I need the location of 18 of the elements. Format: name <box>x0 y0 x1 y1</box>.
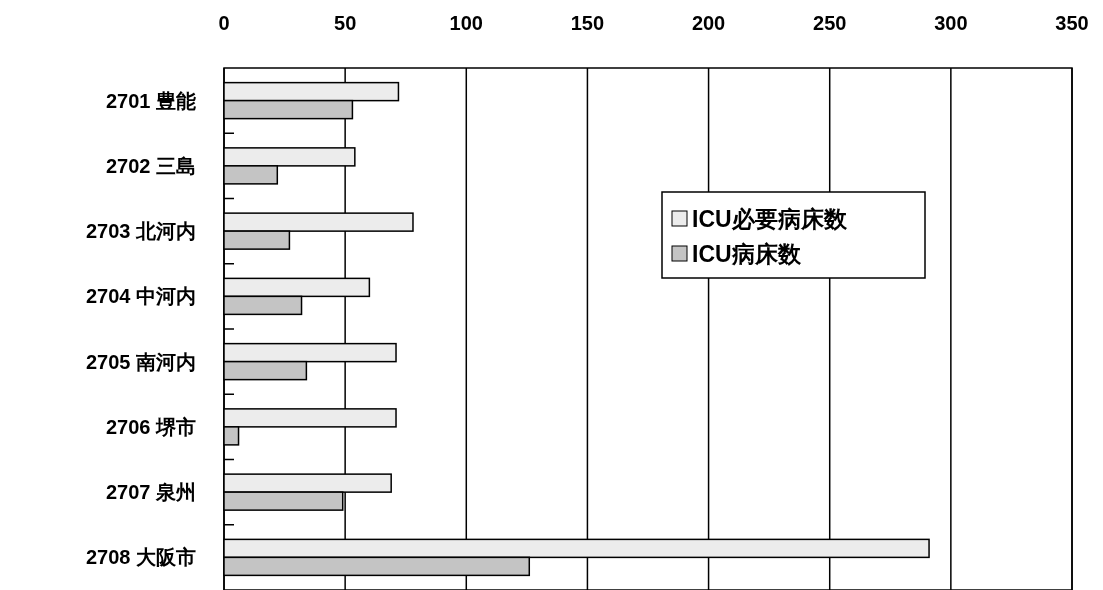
y-tick-label: 2702 三島 <box>105 154 196 177</box>
y-tick-label: 2705 南河内 <box>85 350 196 373</box>
x-tick-label: 200 <box>691 12 726 34</box>
y-tick-label: 2701 豊能 <box>105 89 196 112</box>
x-tick-label: 250 <box>813 12 847 34</box>
y-tick-label: 2703 北河内 <box>85 220 196 243</box>
x-tick-label: 50 <box>334 12 357 34</box>
x-tick-label: 350 <box>1055 12 1089 34</box>
x-tick-label: 100 <box>449 12 483 34</box>
legend-label: ICU病床数 <box>692 241 802 267</box>
x-tick-label: 300 <box>934 12 968 34</box>
x-tick-label: 0 <box>218 12 230 34</box>
legend-label: ICU必要病床数 <box>692 206 848 232</box>
y-tick-label: 2708 大阪市 <box>85 546 196 569</box>
y-tick-label: 2706 堺市 <box>105 415 196 438</box>
y-tick-label: 2707 泉州 <box>105 481 196 504</box>
x-tick-label: 150 <box>570 12 605 34</box>
y-tick-label: 2704 中河内 <box>85 285 196 308</box>
